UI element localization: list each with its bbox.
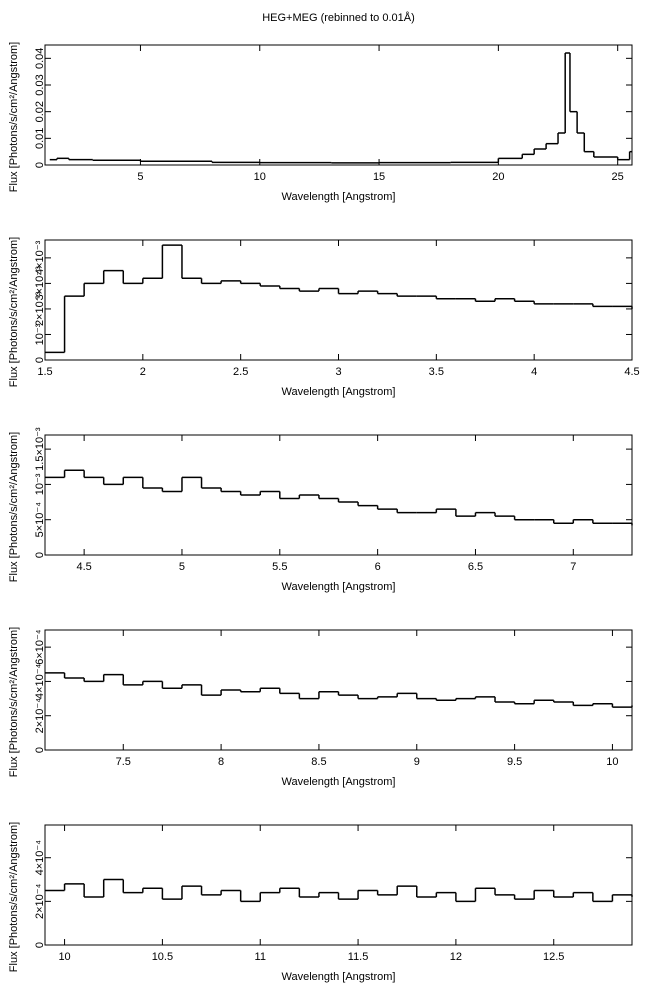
y-axis-label: Flux [Photons/s/cm²/Angstrom] bbox=[8, 822, 20, 972]
x-tick-label: 5 bbox=[179, 561, 185, 573]
x-tick-label: 6 bbox=[375, 561, 381, 573]
x-tick-label: 3 bbox=[335, 366, 341, 378]
y-tick-label: 10⁻³ bbox=[34, 473, 46, 495]
y-tick-label: 0 bbox=[34, 942, 46, 948]
x-tick-label: 11 bbox=[255, 951, 266, 963]
y-tick-label: 0.03 bbox=[34, 74, 46, 95]
y-axis-label: Flux [Photons/s/cm²/Angstrom] bbox=[8, 42, 20, 192]
x-tick-label: 10 bbox=[606, 756, 618, 768]
y-tick-label: 0 bbox=[34, 357, 46, 363]
x-tick-label: 15 bbox=[373, 171, 385, 183]
x-tick-label: 10.5 bbox=[152, 951, 173, 963]
x-tick-label: 11.5 bbox=[348, 951, 369, 963]
y-tick-label: 4×10⁻³ bbox=[34, 240, 46, 275]
y-tick-label: 4×10⁻⁴ bbox=[34, 664, 46, 700]
plot-frame bbox=[44, 824, 633, 946]
y-tick-label: 0.04 bbox=[34, 48, 46, 69]
x-tick-label: 1.5 bbox=[37, 366, 52, 378]
x-axis-label: Wavelength [Angstrom] bbox=[282, 581, 396, 593]
x-tick-label: 12.5 bbox=[543, 951, 564, 963]
x-tick-label: 8 bbox=[218, 756, 224, 768]
y-tick-label: 2×10⁻⁴ bbox=[34, 698, 46, 734]
y-tick-label: 6×10⁻⁴ bbox=[34, 629, 46, 665]
x-tick-label: 4.5 bbox=[76, 561, 91, 573]
x-tick-label: 7 bbox=[570, 561, 576, 573]
x-tick-label: 9 bbox=[414, 756, 420, 768]
x-tick-label: 2 bbox=[140, 366, 146, 378]
x-tick-label: 4 bbox=[531, 366, 537, 378]
y-axis-label: Flux [Photons/s/cm²/Angstrom] bbox=[8, 627, 20, 777]
y-tick-label: 0 bbox=[34, 747, 46, 753]
plot-frame bbox=[44, 629, 633, 751]
y-axis-label: Flux [Photons/s/cm²/Angstrom] bbox=[8, 432, 20, 582]
chart-title: HEG+MEG (rebinned to 0.01Å) bbox=[262, 11, 415, 24]
y-tick-label: 3×10⁻³ bbox=[34, 266, 46, 301]
plot-frame bbox=[44, 239, 633, 361]
x-tick-label: 12 bbox=[450, 951, 462, 963]
x-tick-label: 9.5 bbox=[507, 756, 522, 768]
x-tick-label: 3.5 bbox=[429, 366, 444, 378]
x-tick-label: 4.5 bbox=[624, 366, 639, 378]
y-tick-label: 1.5×10⁻³ bbox=[34, 427, 46, 471]
x-tick-label: 10 bbox=[254, 171, 266, 183]
y-tick-label: 4×10⁻⁴ bbox=[34, 840, 46, 876]
x-axis-label: Wavelength [Angstrom] bbox=[282, 191, 396, 203]
plot-frame bbox=[44, 434, 633, 556]
x-tick-label: 8.5 bbox=[311, 756, 326, 768]
x-axis-label: Wavelength [Angstrom] bbox=[282, 776, 396, 788]
x-tick-label: 2.5 bbox=[233, 366, 248, 378]
y-tick-label: 2×10⁻⁴ bbox=[34, 883, 46, 919]
x-tick-label: 7.5 bbox=[116, 756, 131, 768]
y-tick-label: 5×10⁻⁴ bbox=[34, 502, 46, 538]
y-tick-label: 10⁻³ bbox=[34, 323, 46, 345]
x-tick-label: 20 bbox=[492, 171, 504, 183]
y-tick-label: 0.02 bbox=[34, 101, 46, 122]
y-tick-label: 2×10⁻³ bbox=[34, 291, 46, 326]
x-tick-label: 6.5 bbox=[468, 561, 483, 573]
y-axis-label: Flux [Photons/s/cm²/Angstrom] bbox=[8, 237, 20, 387]
x-tick-label: 5 bbox=[137, 171, 143, 183]
y-tick-label: 0.01 bbox=[34, 128, 46, 149]
x-tick-label: 10 bbox=[58, 951, 70, 963]
x-axis-label: Wavelength [Angstrom] bbox=[282, 971, 396, 983]
x-tick-label: 25 bbox=[612, 171, 624, 183]
y-tick-label: 0 bbox=[34, 162, 46, 168]
x-tick-label: 5.5 bbox=[272, 561, 287, 573]
x-axis-label: Wavelength [Angstrom] bbox=[282, 386, 396, 398]
plot-frame bbox=[44, 44, 633, 166]
y-tick-label: 0 bbox=[34, 552, 46, 558]
